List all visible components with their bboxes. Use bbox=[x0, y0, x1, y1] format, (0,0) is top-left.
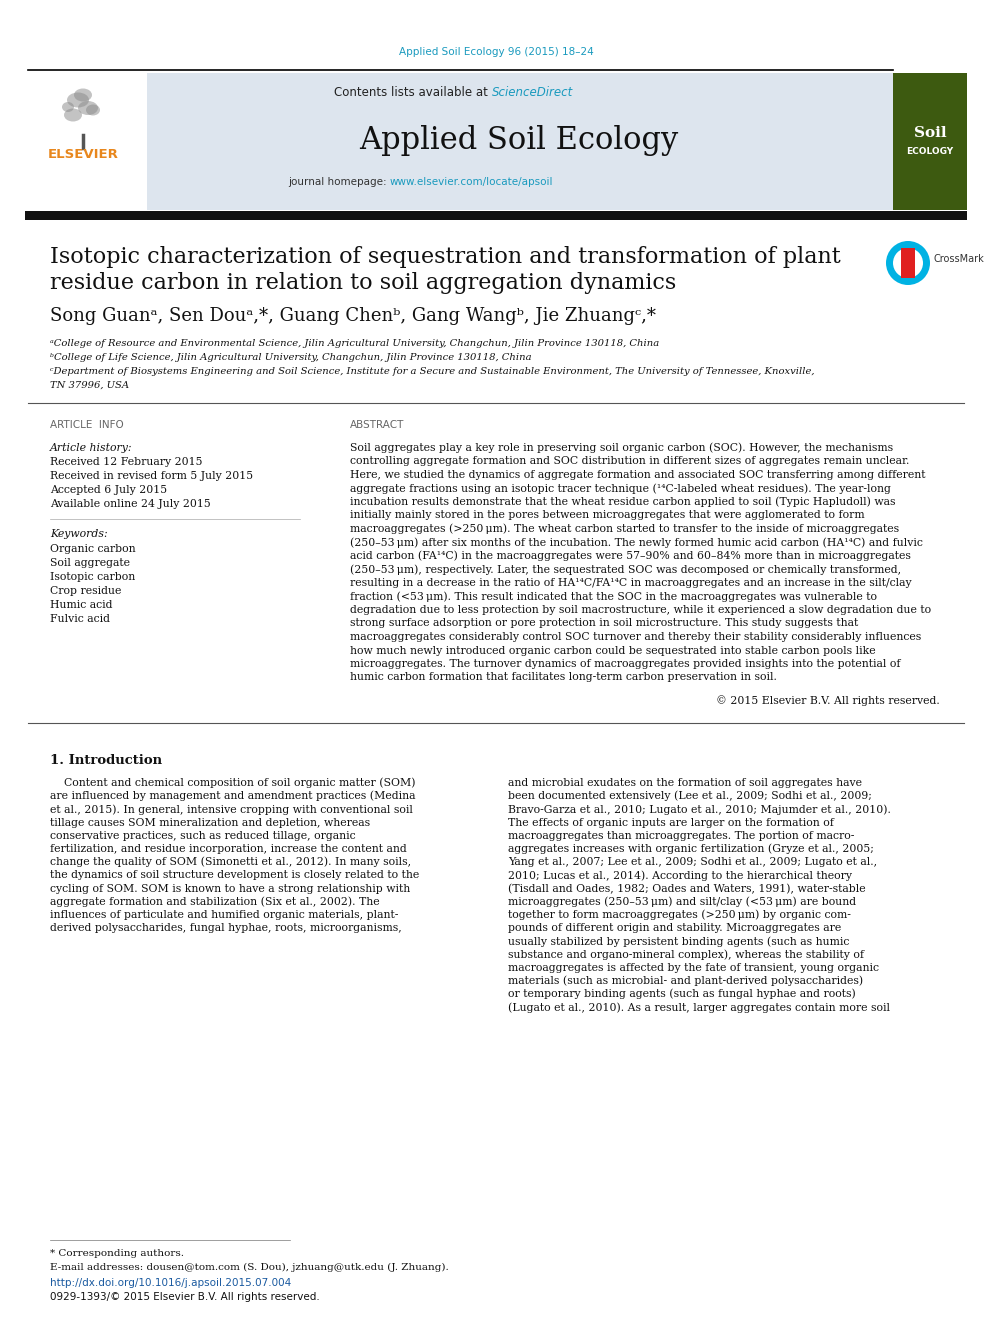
Ellipse shape bbox=[78, 101, 98, 115]
Text: E-mail addresses: dousen@tom.com (S. Dou), jzhuang@utk.edu (J. Zhuang).: E-mail addresses: dousen@tom.com (S. Dou… bbox=[50, 1262, 448, 1271]
Bar bbox=[25, 210, 967, 220]
Text: Soil: Soil bbox=[914, 126, 946, 140]
Bar bbox=[901, 247, 915, 278]
Text: are influenced by management and amendment practices (Medina: are influenced by management and amendme… bbox=[50, 791, 416, 802]
Text: aggregates increases with organic fertilization (Gryze et al., 2005;: aggregates increases with organic fertil… bbox=[508, 844, 874, 855]
Text: microaggregates (250–53 μm) and silt/clay (<53 μm) are bound: microaggregates (250–53 μm) and silt/cla… bbox=[508, 897, 856, 908]
Text: initially mainly stored in the pores between microaggregates that were agglomera: initially mainly stored in the pores bet… bbox=[350, 511, 865, 520]
Text: Soil aggregates play a key role in preserving soil organic carbon (SOC). However: Soil aggregates play a key role in prese… bbox=[350, 443, 893, 454]
Text: www.elsevier.com/locate/apsoil: www.elsevier.com/locate/apsoil bbox=[390, 177, 554, 187]
Circle shape bbox=[893, 247, 923, 278]
Text: Applied Soil Ecology 96 (2015) 18–24: Applied Soil Ecology 96 (2015) 18–24 bbox=[399, 48, 593, 57]
Text: TN 37996, USA: TN 37996, USA bbox=[50, 381, 129, 389]
Text: acid carbon (FA¹⁴C) in the macroaggregates were 57–90% and 60–84% more than in m: acid carbon (FA¹⁴C) in the macroaggregat… bbox=[350, 550, 911, 561]
Text: resulting in a decrease in the ratio of HA¹⁴C/FA¹⁴C in macroaggregates and an in: resulting in a decrease in the ratio of … bbox=[350, 578, 912, 587]
Text: Bravo-Garza et al., 2010; Lugato et al., 2010; Majumder et al., 2010).: Bravo-Garza et al., 2010; Lugato et al.,… bbox=[508, 804, 891, 815]
Text: tillage causes SOM mineralization and depletion, whereas: tillage causes SOM mineralization and de… bbox=[50, 818, 370, 828]
Text: et al., 2015). In general, intensive cropping with conventional soil: et al., 2015). In general, intensive cro… bbox=[50, 804, 413, 815]
Ellipse shape bbox=[67, 93, 89, 107]
Text: * Corresponding authors.: * Corresponding authors. bbox=[50, 1249, 184, 1258]
Text: ECOLOGY: ECOLOGY bbox=[907, 147, 953, 156]
Text: humic carbon formation that facilitates long-term carbon preservation in soil.: humic carbon formation that facilitates … bbox=[350, 672, 777, 683]
Text: Organic carbon: Organic carbon bbox=[50, 544, 136, 554]
Bar bbox=[25, 73, 147, 210]
Text: ᵇCollege of Life Science, Jilin Agricultural University, Changchun, Jilin Provin: ᵇCollege of Life Science, Jilin Agricult… bbox=[50, 353, 532, 363]
Text: Soil aggregate: Soil aggregate bbox=[50, 558, 130, 568]
Text: ᶜDepartment of Biosystems Engineering and Soil Science, Institute for a Secure a: ᶜDepartment of Biosystems Engineering an… bbox=[50, 368, 814, 377]
Ellipse shape bbox=[64, 108, 82, 122]
Ellipse shape bbox=[86, 105, 100, 115]
Text: Received in revised form 5 July 2015: Received in revised form 5 July 2015 bbox=[50, 471, 253, 482]
Text: ELSEVIER: ELSEVIER bbox=[48, 148, 118, 161]
Text: macroaggregates is affected by the fate of transient, young organic: macroaggregates is affected by the fate … bbox=[508, 963, 879, 972]
Text: Article history:: Article history: bbox=[50, 443, 133, 452]
Text: Yang et al., 2007; Lee et al., 2009; Sodhi et al., 2009; Lugato et al.,: Yang et al., 2007; Lee et al., 2009; Sod… bbox=[508, 857, 877, 867]
Text: 0929-1393/© 2015 Elsevier B.V. All rights reserved.: 0929-1393/© 2015 Elsevier B.V. All right… bbox=[50, 1293, 319, 1302]
Bar bbox=[145, 73, 893, 210]
Text: change the quality of SOM (Simonetti et al., 2012). In many soils,: change the quality of SOM (Simonetti et … bbox=[50, 857, 411, 868]
Text: Content and chemical composition of soil organic matter (SOM): Content and chemical composition of soil… bbox=[50, 778, 416, 789]
Text: microaggregates. The turnover dynamics of macroaggregates provided insights into: microaggregates. The turnover dynamics o… bbox=[350, 659, 901, 669]
Text: been documented extensively (Lee et al., 2009; Sodhi et al., 2009;: been documented extensively (Lee et al.,… bbox=[508, 791, 872, 802]
Text: (250–53 μm) after six months of the incubation. The newly formed humic acid carb: (250–53 μm) after six months of the incu… bbox=[350, 537, 923, 548]
Text: substance and organo-mineral complex), whereas the stability of: substance and organo-mineral complex), w… bbox=[508, 950, 864, 960]
Text: (250–53 μm), respectively. Later, the sequestrated SOC was decomposed or chemica: (250–53 μm), respectively. Later, the se… bbox=[350, 564, 901, 574]
Text: incubation results demonstrate that the wheat residue carbon applied to soil (Ty: incubation results demonstrate that the … bbox=[350, 496, 896, 507]
Text: 1. Introduction: 1. Introduction bbox=[50, 754, 162, 767]
Text: Available online 24 July 2015: Available online 24 July 2015 bbox=[50, 499, 210, 509]
Text: http://dx.doi.org/10.1016/j.apsoil.2015.07.004: http://dx.doi.org/10.1016/j.apsoil.2015.… bbox=[50, 1278, 292, 1289]
Text: macroaggregates (>250 μm). The wheat carbon started to transfer to the inside of: macroaggregates (>250 μm). The wheat car… bbox=[350, 524, 899, 534]
Circle shape bbox=[886, 241, 930, 284]
Text: strong surface adsorption or pore protection in soil microstructure. This study : strong surface adsorption or pore protec… bbox=[350, 618, 858, 628]
Text: journal homepage:: journal homepage: bbox=[288, 177, 390, 187]
Ellipse shape bbox=[62, 102, 74, 112]
Text: aggregate fractions using an isotopic tracer technique (¹⁴C-labeled wheat residu: aggregate fractions using an isotopic tr… bbox=[350, 483, 891, 493]
Text: ᵃCollege of Resource and Environmental Science, Jilin Agricultural University, C: ᵃCollege of Resource and Environmental S… bbox=[50, 340, 660, 348]
Text: and microbial exudates on the formation of soil aggregates have: and microbial exudates on the formation … bbox=[508, 778, 862, 789]
Text: Applied Soil Ecology: Applied Soil Ecology bbox=[359, 124, 679, 156]
Text: © 2015 Elsevier B.V. All rights reserved.: © 2015 Elsevier B.V. All rights reserved… bbox=[716, 696, 940, 706]
Text: Isotopic characterization of sequestration and transformation of plant: Isotopic characterization of sequestrati… bbox=[50, 246, 841, 269]
Text: the dynamics of soil structure development is closely related to the: the dynamics of soil structure developme… bbox=[50, 871, 420, 880]
Text: (Lugato et al., 2010). As a result, larger aggregates contain more soil: (Lugato et al., 2010). As a result, larg… bbox=[508, 1002, 890, 1012]
Text: conservative practices, such as reduced tillage, organic: conservative practices, such as reduced … bbox=[50, 831, 355, 841]
Text: cycling of SOM. SOM is known to have a strong relationship with: cycling of SOM. SOM is known to have a s… bbox=[50, 884, 411, 893]
Text: macroaggregates than microaggregates. The portion of macro-: macroaggregates than microaggregates. Th… bbox=[508, 831, 854, 841]
Text: Song Guanᵃ, Sen Douᵃ,*, Guang Chenᵇ, Gang Wangᵇ, Jie Zhuangᶜ,*: Song Guanᵃ, Sen Douᵃ,*, Guang Chenᵇ, Gan… bbox=[50, 307, 656, 325]
Text: Here, we studied the dynamics of aggregate formation and associated SOC transfer: Here, we studied the dynamics of aggrega… bbox=[350, 470, 926, 480]
Text: how much newly introduced organic carbon could be sequestrated into stable carbo: how much newly introduced organic carbon… bbox=[350, 646, 876, 655]
Text: ScienceDirect: ScienceDirect bbox=[492, 86, 573, 98]
Bar bbox=[893, 73, 967, 210]
Text: pounds of different origin and stability. Microaggregates are: pounds of different origin and stability… bbox=[508, 923, 841, 933]
Text: CrossMark: CrossMark bbox=[934, 254, 985, 265]
Text: aggregate formation and stabilization (Six et al., 2002). The: aggregate formation and stabilization (S… bbox=[50, 897, 380, 908]
Text: The effects of organic inputs are larger on the formation of: The effects of organic inputs are larger… bbox=[508, 818, 834, 828]
Text: together to form macroaggregates (>250 μm) by organic com-: together to form macroaggregates (>250 μ… bbox=[508, 910, 851, 921]
Text: (Tisdall and Oades, 1982; Oades and Waters, 1991), water-stable: (Tisdall and Oades, 1982; Oades and Wate… bbox=[508, 884, 866, 894]
Text: residue carbon in relation to soil aggregation dynamics: residue carbon in relation to soil aggre… bbox=[50, 273, 677, 294]
Text: fraction (<53 μm). This result indicated that the SOC in the macroaggregates was: fraction (<53 μm). This result indicated… bbox=[350, 591, 877, 602]
Text: ABSTRACT: ABSTRACT bbox=[350, 419, 405, 430]
Text: macroaggregates considerably control SOC turnover and thereby their stability co: macroaggregates considerably control SOC… bbox=[350, 632, 922, 642]
Text: degradation due to less protection by soil macrostructure, while it experienced : degradation due to less protection by so… bbox=[350, 605, 931, 615]
Text: materials (such as microbial- and plant-derived polysaccharides): materials (such as microbial- and plant-… bbox=[508, 976, 863, 986]
Text: influences of particulate and humified organic materials, plant-: influences of particulate and humified o… bbox=[50, 910, 399, 919]
Text: Received 12 February 2015: Received 12 February 2015 bbox=[50, 456, 202, 467]
Text: ARTICLE  INFO: ARTICLE INFO bbox=[50, 419, 124, 430]
Text: Keywords:: Keywords: bbox=[50, 529, 107, 538]
Text: derived polysaccharides, fungal hyphae, roots, microorganisms,: derived polysaccharides, fungal hyphae, … bbox=[50, 923, 402, 933]
Text: Accepted 6 July 2015: Accepted 6 July 2015 bbox=[50, 486, 167, 495]
Text: or temporary binding agents (such as fungal hyphae and roots): or temporary binding agents (such as fun… bbox=[508, 988, 856, 999]
Text: Fulvic acid: Fulvic acid bbox=[50, 614, 110, 624]
Text: Humic acid: Humic acid bbox=[50, 601, 112, 610]
Text: 2010; Lucas et al., 2014). According to the hierarchical theory: 2010; Lucas et al., 2014). According to … bbox=[508, 871, 852, 881]
Text: Crop residue: Crop residue bbox=[50, 586, 121, 595]
Text: fertilization, and residue incorporation, increase the content and: fertilization, and residue incorporation… bbox=[50, 844, 407, 855]
Text: controlling aggregate formation and SOC distribution in different sizes of aggre: controlling aggregate formation and SOC … bbox=[350, 456, 910, 467]
Text: usually stabilized by persistent binding agents (such as humic: usually stabilized by persistent binding… bbox=[508, 937, 849, 947]
Text: Contents lists available at: Contents lists available at bbox=[334, 86, 492, 98]
Text: Isotopic carbon: Isotopic carbon bbox=[50, 572, 135, 582]
Ellipse shape bbox=[74, 89, 92, 102]
